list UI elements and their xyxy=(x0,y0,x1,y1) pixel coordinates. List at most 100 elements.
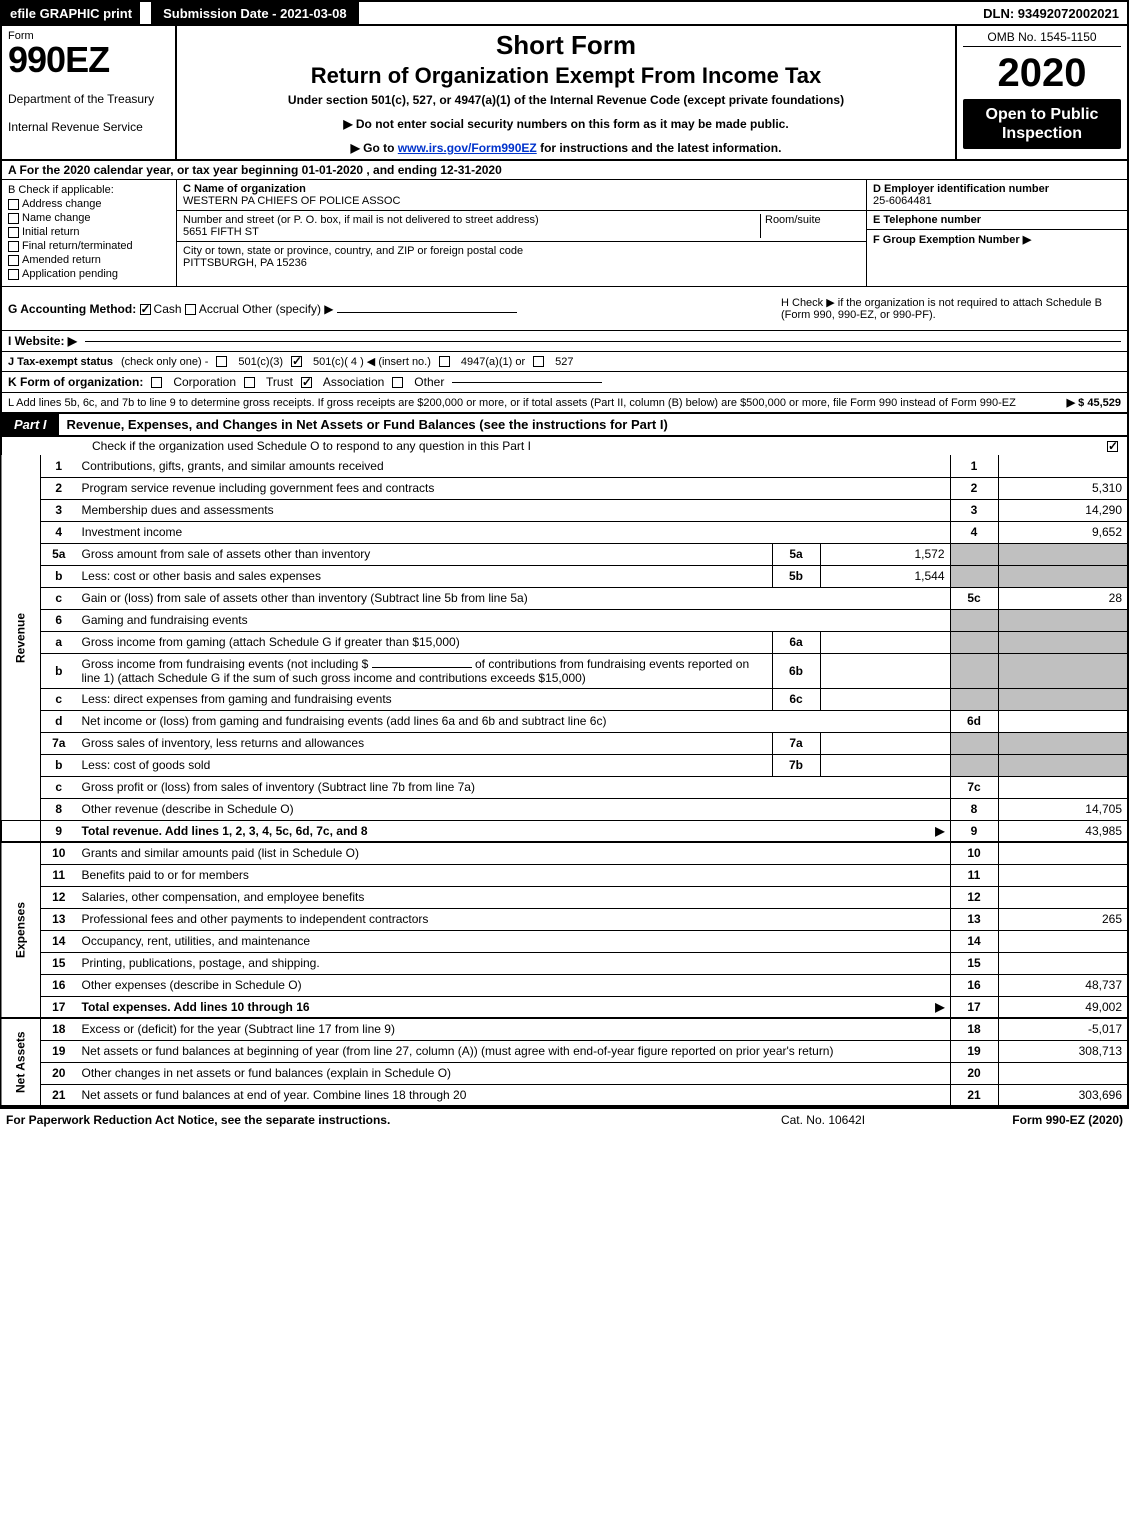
line-2-desc: Program service revenue including govern… xyxy=(77,477,951,499)
footer-form-ref: Form 990-EZ (2020) xyxy=(923,1113,1123,1127)
line-14-value xyxy=(998,930,1128,952)
line-6-desc: Gaming and fundraising events xyxy=(77,609,951,631)
goto-suffix: for instructions and the latest informat… xyxy=(540,141,781,155)
line-11-desc: Benefits paid to or for members xyxy=(77,864,951,886)
line-1-value xyxy=(998,455,1128,477)
line-16-value: 48,737 xyxy=(998,974,1128,996)
line-17-value: 49,002 xyxy=(998,996,1128,1018)
line-6a-value xyxy=(820,631,950,653)
line-j-label: J Tax-exempt status xyxy=(8,356,113,368)
dept-treasury: Department of the Treasury xyxy=(8,92,169,106)
chk-corporation[interactable] xyxy=(151,377,162,388)
c-city-label: City or town, state or province, country… xyxy=(183,245,523,257)
chk-accrual[interactable] xyxy=(185,304,196,315)
org-street: 5651 FIFTH ST xyxy=(183,226,259,238)
chk-final-return[interactable]: Final return/terminated xyxy=(8,240,170,252)
dln-number: DLN: 93492072002021 xyxy=(975,3,1127,24)
line-k: K Form of organization: Corporation Trus… xyxy=(0,372,1129,393)
title-return: Return of Organization Exempt From Incom… xyxy=(183,63,949,89)
chk-501c[interactable] xyxy=(291,356,302,367)
efile-graphic-print[interactable]: efile GRAPHIC print xyxy=(2,2,140,24)
c-street-label: Number and street (or P. O. box, if mail… xyxy=(183,214,539,226)
netassets-side-label: Net Assets xyxy=(1,1018,41,1106)
top-bar: efile GRAPHIC print Submission Date - 20… xyxy=(0,0,1129,26)
tax-year: 2020 xyxy=(963,53,1121,93)
line-9-value: 43,985 xyxy=(998,820,1128,842)
line-5b-value: 1,544 xyxy=(820,565,950,587)
part-1-title: Revenue, Expenses, and Changes in Net As… xyxy=(59,414,1127,435)
line-1-desc: Contributions, gifts, grants, and simila… xyxy=(77,455,951,477)
line-3-desc: Membership dues and assessments xyxy=(77,499,951,521)
line-9-desc: Total revenue. Add lines 1, 2, 3, 4, 5c,… xyxy=(77,820,951,842)
line-l-amount: ▶ $ 45,529 xyxy=(1067,396,1121,409)
line-5c-value: 28 xyxy=(998,587,1128,609)
line-16-desc: Other expenses (describe in Schedule O) xyxy=(77,974,951,996)
line-7c-desc: Gross profit or (loss) from sales of inv… xyxy=(77,776,951,798)
line-20-desc: Other changes in net assets or fund bala… xyxy=(77,1062,951,1084)
form-header: Form 990EZ Department of the Treasury In… xyxy=(0,26,1129,161)
line-19-value: 308,713 xyxy=(998,1040,1128,1062)
chk-amended-return[interactable]: Amended return xyxy=(8,254,170,266)
line-g-label: G Accounting Method: xyxy=(8,302,136,316)
line-7b-desc: Less: cost of goods sold xyxy=(77,754,773,776)
line-5a-desc: Gross amount from sale of assets other t… xyxy=(77,543,773,565)
chk-4947[interactable] xyxy=(439,356,450,367)
line-6b-desc: Gross income from fundraising events (no… xyxy=(77,653,773,688)
chk-schedule-o[interactable] xyxy=(1107,441,1118,452)
goto-note: ▶ Go to www.irs.gov/Form990EZ for instru… xyxy=(183,141,949,155)
chk-501c3[interactable] xyxy=(216,356,227,367)
line-g-h: G Accounting Method: Cash Accrual Other … xyxy=(0,287,1129,331)
line-6c-value xyxy=(820,688,950,710)
chk-other-org[interactable] xyxy=(392,377,403,388)
section-c: C Name of organization WESTERN PA CHIEFS… xyxy=(177,180,867,286)
chk-application-pending[interactable]: Application pending xyxy=(8,268,170,280)
line-12-value xyxy=(998,886,1128,908)
chk-trust[interactable] xyxy=(244,377,255,388)
ein-value: 25-6064481 xyxy=(873,195,932,207)
section-b: B Check if applicable: Address change Na… xyxy=(2,180,177,286)
line-7b-value xyxy=(820,754,950,776)
line-6a-desc: Gross income from gaming (attach Schedul… xyxy=(77,631,773,653)
irs-link[interactable]: www.irs.gov/Form990EZ xyxy=(398,141,537,155)
part-1-label: Part I xyxy=(2,414,59,435)
dept-irs: Internal Revenue Service xyxy=(8,120,169,134)
line-g-other: Other (specify) ▶ xyxy=(242,302,333,316)
org-info-section: B Check if applicable: Address change Na… xyxy=(0,180,1129,287)
title-short-form: Short Form xyxy=(183,30,949,61)
chk-address-change[interactable]: Address change xyxy=(8,198,170,210)
chk-cash[interactable] xyxy=(140,304,151,315)
line-4-value: 9,652 xyxy=(998,521,1128,543)
line-i: I Website: ▶ xyxy=(0,331,1129,352)
line-10-desc: Grants and similar amounts paid (list in… xyxy=(77,842,951,864)
line-21-value: 303,696 xyxy=(998,1084,1128,1106)
group-exemption-label: F Group Exemption Number ▶ xyxy=(873,234,1031,246)
footer-cat-no: Cat. No. 10642I xyxy=(723,1113,923,1127)
line-6d-value xyxy=(998,710,1128,732)
line-5b-desc: Less: cost or other basis and sales expe… xyxy=(77,565,773,587)
chk-527[interactable] xyxy=(533,356,544,367)
line-20-value xyxy=(998,1062,1128,1084)
line-3-value: 14,290 xyxy=(998,499,1128,521)
line-14-desc: Occupancy, rent, utilities, and maintena… xyxy=(77,930,951,952)
line-13-value: 265 xyxy=(998,908,1128,930)
line-j: J Tax-exempt status (check only one) - 5… xyxy=(0,352,1129,372)
chk-name-change[interactable]: Name change xyxy=(8,212,170,224)
c-name-label: C Name of organization xyxy=(183,183,306,195)
website-value xyxy=(85,341,1121,342)
line-7c-value xyxy=(998,776,1128,798)
part-1-subtitle: Check if the organization used Schedule … xyxy=(0,437,1129,455)
org-name: WESTERN PA CHIEFS OF POLICE ASSOC xyxy=(183,195,400,207)
chk-initial-return[interactable]: Initial return xyxy=(8,226,170,238)
line-12-desc: Salaries, other compensation, and employ… xyxy=(77,886,951,908)
line-7a-desc: Gross sales of inventory, less returns a… xyxy=(77,732,773,754)
line-11-value xyxy=(998,864,1128,886)
goto-prefix: ▶ Go to xyxy=(351,141,398,155)
part-1-table: Revenue 1 Contributions, gifts, grants, … xyxy=(0,455,1129,1107)
line-7a-value xyxy=(820,732,950,754)
chk-association[interactable] xyxy=(301,377,312,388)
line-5c-desc: Gain or (loss) from sale of assets other… xyxy=(77,587,951,609)
line-10-value xyxy=(998,842,1128,864)
line-21-desc: Net assets or fund balances at end of ye… xyxy=(77,1084,951,1106)
form-number: 990EZ xyxy=(8,42,169,78)
line-15-value xyxy=(998,952,1128,974)
